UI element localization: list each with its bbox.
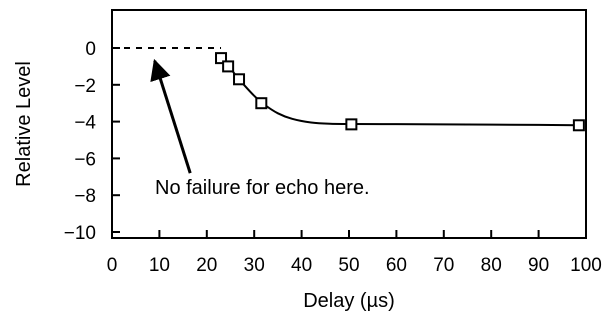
x-axis-title: Delay (µs) (303, 290, 395, 312)
data-point-marker (345, 118, 358, 131)
y-tick-label: −4 (74, 113, 96, 134)
x-tick-label: 70 (433, 255, 454, 276)
x-tick-label: 80 (481, 255, 502, 276)
x-tick-label: 60 (386, 255, 407, 276)
data-point-marker (233, 73, 246, 86)
data-point-marker (572, 119, 585, 132)
y-tick-label: 0 (85, 39, 96, 60)
x-tick-label: 100 (570, 255, 602, 276)
data-markers (215, 52, 585, 132)
data-point-marker (215, 52, 228, 65)
data-point-marker (255, 97, 268, 110)
x-axis-ticks: 0 10 20 30 40 50 60 70 80 90 100 (107, 230, 602, 276)
y-tick-label: −10 (64, 223, 96, 244)
x-tick-label: 90 (528, 255, 549, 276)
annotation-arrow (150, 58, 192, 174)
y-tick-label: −2 (74, 76, 96, 97)
y-axis-title: Relative Level (13, 61, 35, 187)
x-tick-label: 40 (291, 255, 312, 276)
data-point-marker (222, 60, 235, 73)
y-tick-label: −6 (74, 149, 96, 170)
x-tick-label: 30 (244, 255, 265, 276)
y-tick-label: −8 (74, 186, 96, 207)
x-tick-label: 50 (338, 255, 359, 276)
annotation-text: No failure for echo here. (155, 177, 370, 199)
fit-curve (220, 55, 579, 127)
x-tick-label: 0 (107, 255, 118, 276)
x-tick-label: 10 (149, 255, 170, 276)
x-tick-label: 20 (196, 255, 217, 276)
